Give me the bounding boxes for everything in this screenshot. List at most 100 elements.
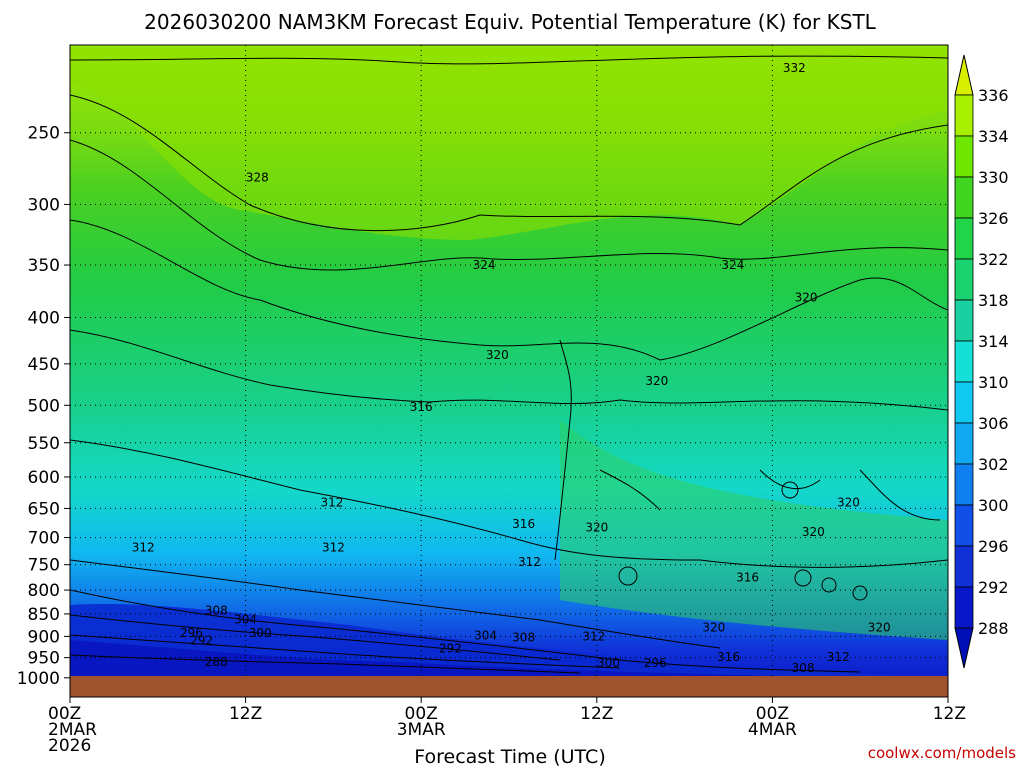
colorbar-segment <box>954 381 974 424</box>
ground-surface <box>70 676 948 697</box>
plot-area: 332 328 324 324 320 320 320 316 312 316 320 320 320 3… <box>70 45 948 697</box>
contour-line-mesoscale <box>599 469 941 521</box>
colorbar-segment <box>954 176 974 219</box>
y-tick-label: 800 <box>28 581 60 601</box>
contour-label: 316 <box>717 650 740 664</box>
colorbar-label: 314 <box>978 332 1009 351</box>
chart-title: 2026030200 NAM3KM Forecast Equiv. Potent… <box>144 10 876 34</box>
y-tick-label: 350 <box>28 256 60 276</box>
contour-label: 308 <box>512 631 535 645</box>
y-tick-label: 900 <box>28 627 60 647</box>
contour-label: 312 <box>322 541 345 555</box>
time-gridlines <box>245 45 773 697</box>
contour-label: 308 <box>205 604 228 618</box>
y-tick-label: 400 <box>28 309 60 329</box>
contour-line-296 <box>70 634 621 669</box>
contour-closed-cell <box>794 569 812 587</box>
contour-line-308 <box>70 559 721 649</box>
colorbar-label: 334 <box>978 127 1009 146</box>
contour-label: 312 <box>320 495 343 509</box>
contour-label: 320 <box>645 374 668 388</box>
contour-labels: 332 328 324 324 320 320 320 316 312 316 320 320 320 3… <box>132 61 891 675</box>
colorbar-segment <box>954 586 974 629</box>
colorbar-segment <box>954 299 974 342</box>
y-tick-label: 550 <box>28 434 60 454</box>
contour-line-312 <box>70 439 948 568</box>
contour-label: 320 <box>868 621 891 635</box>
colorbar-label: 326 <box>978 209 1009 228</box>
x-tick-label: 00Z <box>48 704 81 724</box>
contour-front-line <box>554 339 572 561</box>
colorbar-segment <box>954 217 974 260</box>
contour-label: 320 <box>795 290 818 304</box>
y-tick-label: 850 <box>28 605 60 625</box>
colorbar-segment <box>954 545 974 588</box>
colorbar-label: 336 <box>978 86 1009 105</box>
colorbar-label: 306 <box>978 414 1009 433</box>
colorbar-label: 288 <box>978 619 1009 638</box>
credit-label: coolwx.com/models <box>868 744 1016 762</box>
contour-line-316 <box>70 329 948 411</box>
contour-label: 308 <box>792 661 815 675</box>
contour-label: 296 <box>644 656 667 670</box>
y-tick-label: 450 <box>28 355 60 375</box>
colorbar-label: 318 <box>978 291 1009 310</box>
colorbar-segment <box>954 94 974 137</box>
contour-label: 312 <box>518 555 541 569</box>
x-tick-label: 3MAR <box>397 720 446 740</box>
contour-label: 328 <box>246 170 269 184</box>
contour-lines <box>70 55 948 674</box>
colorbar-label: 292 <box>978 578 1009 597</box>
moist-warm-tongue <box>560 420 948 640</box>
contour-label: 312 <box>132 541 155 555</box>
x-tick-label: 12Z <box>580 704 613 724</box>
contour-label: 288 <box>205 655 228 669</box>
y-tick-label: 300 <box>28 195 60 215</box>
y-tick-label: 600 <box>28 468 60 488</box>
x-tick-label: 12Z <box>229 704 262 724</box>
x-tick-label: 00Z <box>405 704 438 724</box>
contour-label: 300 <box>597 656 620 670</box>
contour-label: 304 <box>474 629 497 643</box>
contour-label: 320 <box>802 525 825 539</box>
contour-label: 312 <box>582 629 605 643</box>
y-tick-label: 1000 <box>17 669 60 689</box>
plot-frame <box>69 44 949 698</box>
contour-line-304 <box>70 589 861 673</box>
contour-label: 304 <box>234 612 257 626</box>
contour-line-320 <box>70 219 948 361</box>
contour-closed-cell <box>618 566 638 586</box>
colorbar-label: 300 <box>978 496 1009 515</box>
contour-label: 316 <box>736 571 759 585</box>
x-axis-label: Forecast Time (UTC) <box>414 746 605 768</box>
y-tick-label: 650 <box>28 499 60 519</box>
contour-label: 316 <box>512 517 535 531</box>
colorbar-label: 302 <box>978 455 1009 474</box>
y-tick-label: 750 <box>28 556 60 576</box>
x-tick-label: 12Z <box>933 704 966 724</box>
contour-line-332 <box>70 55 948 65</box>
contour-label: 332 <box>783 61 806 75</box>
contour-label: 320 <box>837 495 860 509</box>
contour-label: 316 <box>410 400 433 414</box>
colorbar: 336 334 330 326 322 318 314 310 306 302 300 296 292 2… <box>954 54 1009 669</box>
colorbar-label: 296 <box>978 537 1009 556</box>
colorbar-segment <box>954 135 974 178</box>
colorbar-segment <box>954 463 974 506</box>
contour-line-328 <box>70 94 948 232</box>
colorbar-label: 322 <box>978 250 1009 269</box>
contour-line-324 <box>70 139 948 271</box>
contour-label: 292 <box>190 634 213 648</box>
colorbar-segment <box>954 258 974 301</box>
contour-closed-cell <box>781 481 799 499</box>
contour-label: 292 <box>439 641 462 655</box>
x-tick-label: 2026 <box>48 736 91 756</box>
contour-label: 312 <box>827 650 850 664</box>
upper-high-theta-region <box>70 45 948 240</box>
colorbar-segment <box>954 422 974 465</box>
contour-label: 324 <box>473 258 496 272</box>
contour-label: 324 <box>721 258 744 272</box>
colorbar-label: 310 <box>978 373 1009 392</box>
y-tick-label: 500 <box>28 396 60 416</box>
